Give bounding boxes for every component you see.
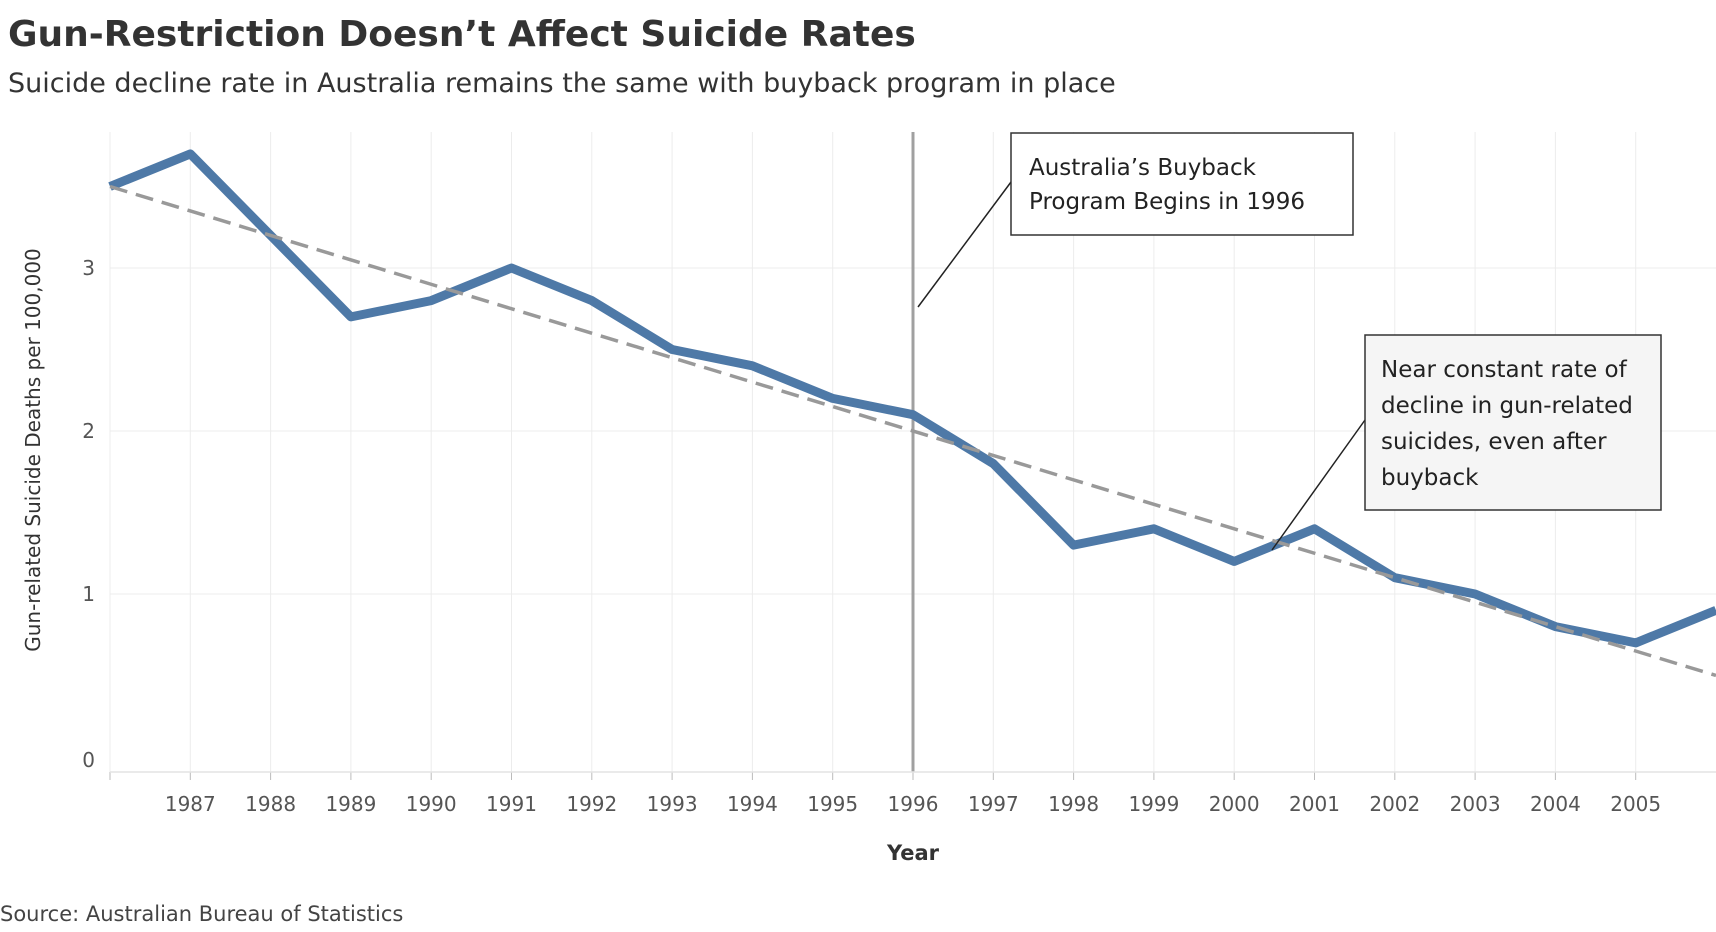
x-tick-label: 1993 bbox=[647, 792, 698, 816]
x-tick-label: 2000 bbox=[1209, 792, 1260, 816]
annotation-text: Near constant rate of bbox=[1381, 357, 1628, 383]
annotation-text: Program Begins in 1996 bbox=[1029, 189, 1305, 215]
annotation-leader bbox=[917, 181, 1012, 308]
annotation-text: Australia’s Buyback bbox=[1029, 155, 1257, 181]
x-tick-label: 1992 bbox=[566, 792, 617, 816]
annotation-leader bbox=[1271, 419, 1366, 551]
x-tick-label: 1996 bbox=[888, 792, 939, 816]
y-axis-title: Gun-related Suicide Deaths per 100,000 bbox=[21, 248, 45, 652]
series-line bbox=[108, 149, 1716, 648]
source-note: Source: Australian Bureau of Statistics bbox=[0, 902, 404, 926]
axes: 1987 1988 1989 1990 1991 1992 1993 1994 1995 1996… bbox=[21, 248, 1716, 865]
x-axis-title: Year bbox=[886, 841, 940, 865]
annotation-box bbox=[1010, 132, 1354, 236]
trend-line bbox=[109, 184, 1716, 678]
annotation-box bbox=[1364, 334, 1662, 511]
x-tick-label: 2005 bbox=[1610, 792, 1661, 816]
chart-subtitle: Suicide decline rate in Australia remain… bbox=[8, 68, 1116, 99]
annotations: Australia’s Buyback Program Begins in 199… bbox=[917, 132, 1662, 551]
y-tick-label: 2 bbox=[82, 419, 95, 443]
x-tick-label: 2001 bbox=[1289, 792, 1340, 816]
x-tick-label: 1988 bbox=[245, 792, 296, 816]
chart-title: Gun-Restriction Doesn’t Affect Suicide R… bbox=[8, 14, 916, 55]
annotation-text: decline in gun-related bbox=[1381, 393, 1633, 419]
x-tick-label: 2002 bbox=[1369, 792, 1420, 816]
annotation-text: buyback bbox=[1381, 465, 1479, 491]
y-tick-label: 1 bbox=[82, 582, 95, 606]
x-tick-label: 1994 bbox=[727, 792, 778, 816]
x-tick-label: 1998 bbox=[1048, 792, 1099, 816]
x-tick-label: 1989 bbox=[325, 792, 376, 816]
x-tick-label: 1999 bbox=[1128, 792, 1179, 816]
x-tick-label: 1991 bbox=[486, 792, 537, 816]
series-layer bbox=[108, 149, 1716, 648]
x-tick-label: 1990 bbox=[406, 792, 457, 816]
annotation-text: suicides, even after bbox=[1381, 429, 1607, 455]
x-tick-label: 1987 bbox=[165, 792, 216, 816]
y-tick-label: 3 bbox=[82, 256, 95, 280]
x-tick-label: 1995 bbox=[807, 792, 858, 816]
trend-layer bbox=[109, 184, 1716, 678]
y-tick-label: 0 bbox=[82, 748, 95, 772]
x-tick-label: 1997 bbox=[968, 792, 1019, 816]
x-tick-label: 2004 bbox=[1530, 792, 1581, 816]
x-tick-label: 2003 bbox=[1450, 792, 1501, 816]
